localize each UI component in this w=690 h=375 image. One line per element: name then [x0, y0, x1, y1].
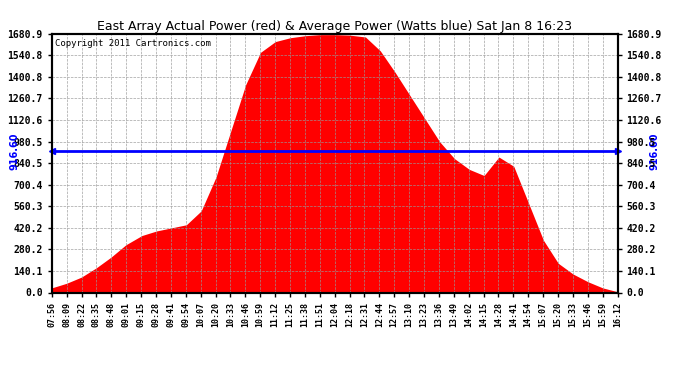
- Text: Copyright 2011 Cartronics.com: Copyright 2011 Cartronics.com: [55, 39, 210, 48]
- Text: 916.60: 916.60: [10, 133, 20, 170]
- Title: East Array Actual Power (red) & Average Power (Watts blue) Sat Jan 8 16:23: East Array Actual Power (red) & Average …: [97, 20, 572, 33]
- Text: 916.60: 916.60: [649, 133, 660, 170]
